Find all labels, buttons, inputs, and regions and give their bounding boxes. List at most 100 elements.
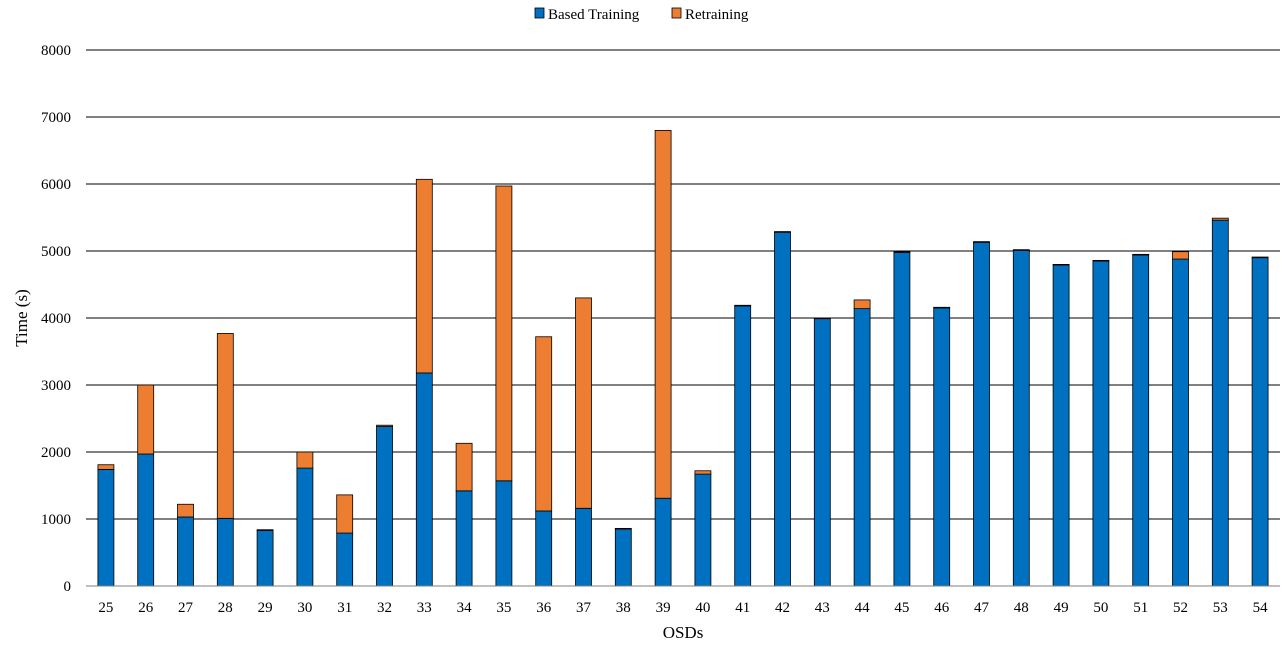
legend: Based Training Retraining [534,7,749,23]
bar-retraining-26 [137,384,155,455]
bar-retraining-49 [1052,263,1070,266]
bar-based-training-32 [376,426,393,587]
x-tick-label: 46 [934,600,950,616]
x-tick-label: 54 [1253,600,1269,616]
x-tick-label: 50 [1093,600,1108,616]
bar-based-training-30 [296,467,314,587]
bar-retraining-40 [694,470,712,475]
bar-retraining-54 [1251,256,1269,259]
x-tick-label: 39 [656,600,671,616]
bar-based-training-50 [1092,260,1110,587]
bar-based-training-27 [177,516,194,587]
bar-based-training-35 [495,480,513,587]
bar-retraining-44 [853,299,871,310]
bar-retraining-34 [455,442,473,492]
bar-retraining-36 [535,336,553,512]
bar-retraining-39 [654,129,672,499]
bar-based-training-41 [734,305,752,587]
legend-label-based-training: Based Training [548,7,640,23]
bar-based-training-29 [256,529,274,587]
x-tick-label: 33 [417,600,432,616]
bar-based-training-25 [97,469,115,587]
bar-based-training-46 [933,307,951,587]
x-tick-label: 30 [297,600,312,616]
bar-retraining-51 [1132,253,1150,256]
bar-retraining-35 [495,185,513,482]
bar-retraining-32 [376,424,393,427]
bar-based-training-39 [654,497,672,587]
bar-based-training-42 [774,231,791,587]
x-tick-label: 52 [1173,600,1188,616]
x-tick-label: 29 [258,600,273,616]
x-tick-label: 43 [815,600,830,616]
bar-retraining-30 [296,451,314,469]
bar-retraining-31 [336,494,354,534]
bar-based-training-48 [1012,249,1030,587]
bar-based-training-44 [853,308,871,587]
bar-retraining-50 [1092,259,1110,262]
bar-based-training-51 [1132,254,1150,587]
bar-retraining-48 [1012,249,1030,251]
y-axis-ticks: 0 1000 2000 3000 4000 5000 6000 7000 8000 [41,43,71,595]
bar-retraining-45 [893,251,911,253]
y-tick-label: 4000 [41,311,71,327]
x-tick-label: 49 [1054,600,1069,616]
x-tick-label: 36 [536,600,552,616]
x-tick-label: 31 [337,600,352,616]
bar-retraining-42 [774,231,791,233]
y-tick-label: 1000 [41,512,71,528]
bar-retraining-46 [933,306,951,309]
x-tick-label: 44 [855,600,871,616]
x-tick-label: 28 [218,600,233,616]
x-tick-label: 51 [1133,600,1148,616]
x-tick-label: 25 [98,600,113,616]
bar-based-training-36 [535,510,553,587]
bar-retraining-37 [575,297,592,509]
y-tick-label: 7000 [41,110,71,126]
x-tick-label: 35 [496,600,511,616]
bar-based-training-38 [614,528,632,587]
x-tick-label: 26 [138,600,154,616]
bar-based-training-33 [415,372,433,587]
x-tick-label: 34 [457,600,473,616]
bar-retraining-28 [216,333,234,519]
x-tick-label: 38 [616,600,631,616]
bar-based-training-52 [1172,258,1189,587]
bar-based-training-34 [455,490,473,587]
bar-based-training-49 [1052,264,1070,587]
legend-swatch-based-training [534,7,545,19]
x-axis-title: OSDs [663,623,704,642]
bar-based-training-40 [694,473,712,587]
bar-retraining-52 [1172,251,1189,260]
y-tick-label: 5000 [41,244,71,260]
x-tick-label: 42 [775,600,790,616]
x-tick-label: 45 [894,600,909,616]
bar-retraining-41 [734,304,752,307]
bar-based-training-43 [813,318,831,587]
bar-based-training-45 [893,251,911,587]
bar-based-training-37 [575,507,592,587]
bar-retraining-29 [256,529,274,531]
bar-based-training-26 [137,453,155,587]
x-axis-ticks: 25 26 27 28 29 30 31 32 33 34 35 36 37 38 39 40 41 42 43 44… [98,600,1268,616]
bar-retraining-25 [97,464,115,470]
bar-retraining-38 [614,527,632,530]
y-tick-label: 8000 [41,43,71,59]
x-tick-label: 53 [1213,600,1228,616]
bar-based-training-53 [1211,219,1229,587]
y-tick-label: 6000 [41,177,71,193]
bar-based-training-28 [216,517,234,587]
y-axis-title: Time (s) [12,289,31,346]
bars [97,129,1269,587]
legend-swatch-retraining [671,7,682,19]
x-tick-label: 40 [695,600,710,616]
bar-retraining-27 [177,503,194,518]
bar-based-training-31 [336,532,354,587]
y-tick-label: 3000 [41,378,71,394]
x-tick-label: 48 [1014,600,1029,616]
bar-based-training-47 [973,241,990,587]
x-tick-label: 32 [377,600,392,616]
x-tick-label: 47 [974,600,990,616]
bar-retraining-47 [973,241,990,243]
